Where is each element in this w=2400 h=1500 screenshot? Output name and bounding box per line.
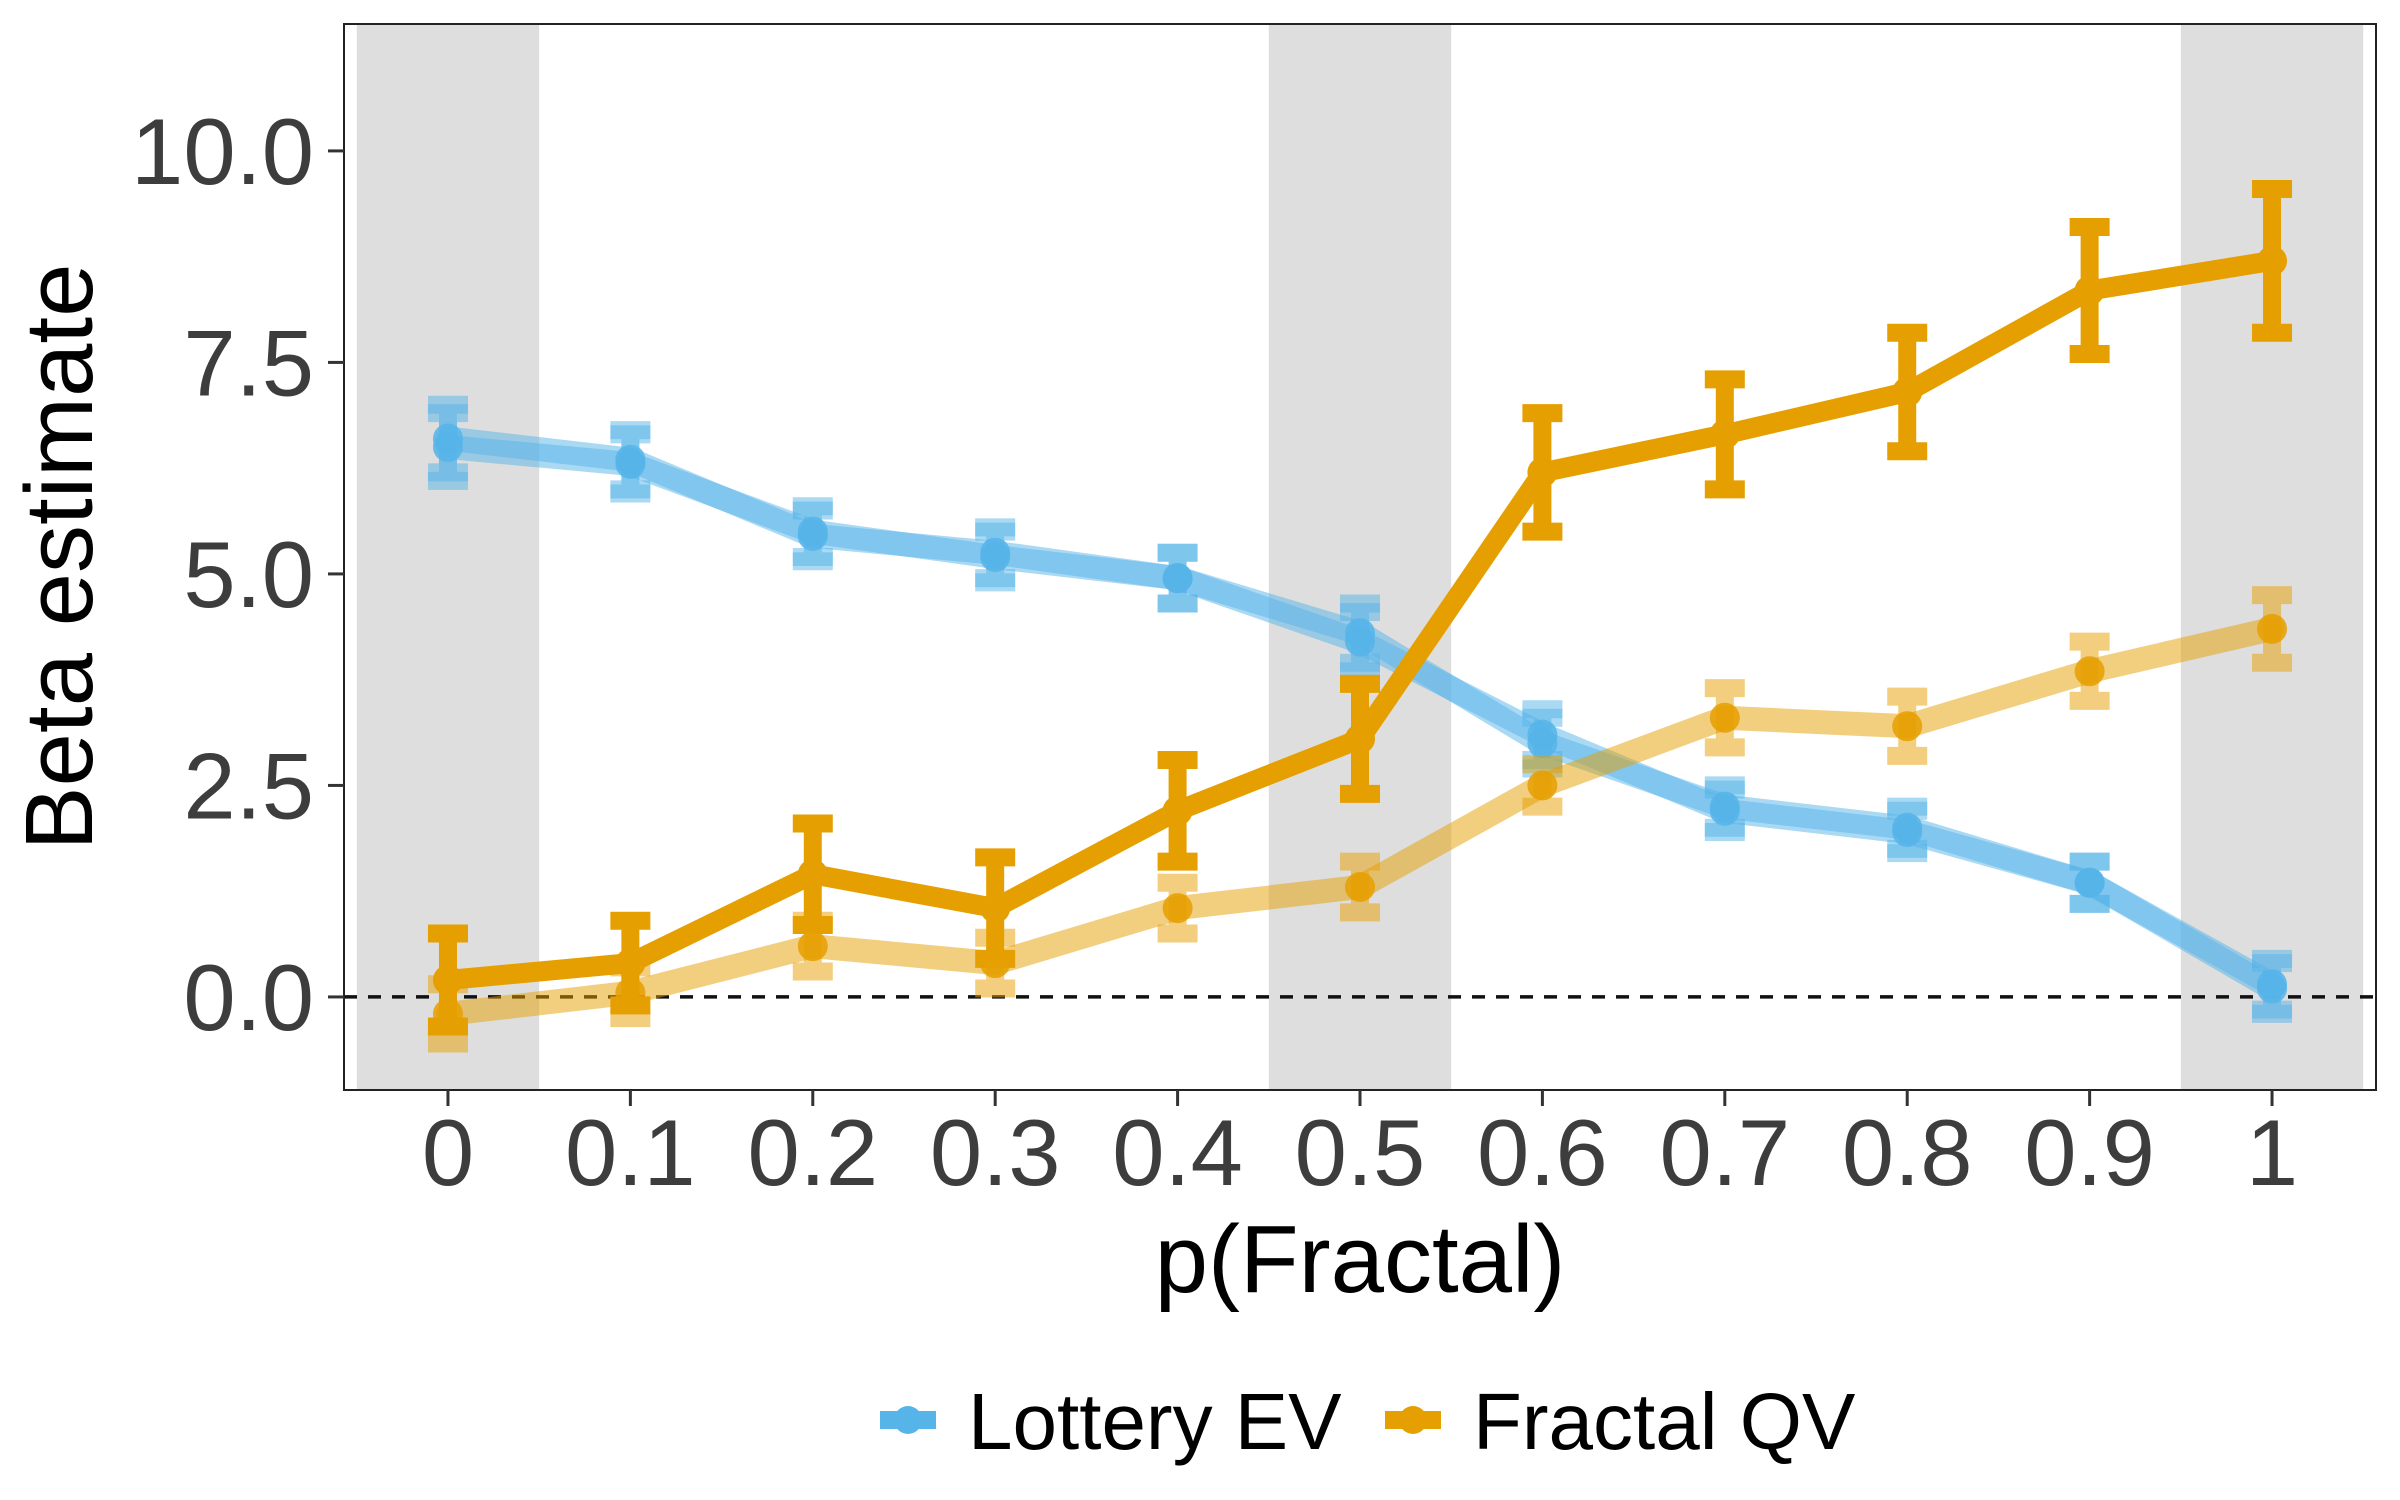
data-point — [615, 444, 646, 475]
y-axis-title: Beta estimate — [6, 264, 113, 851]
legend: Lottery EV Fractal QV — [880, 1377, 1856, 1466]
data-point — [432, 965, 463, 996]
data-point — [797, 931, 828, 962]
series-layer — [427, 179, 2293, 1053]
series-fractal-strong-3 — [427, 179, 2293, 1036]
data-point — [2074, 867, 2105, 898]
x-tick-label: 0.5 — [1295, 1100, 1426, 1205]
data-point — [2074, 275, 2105, 306]
data-point — [797, 859, 828, 890]
data-point — [2257, 245, 2288, 276]
legend-item-1: Fractal QV — [1385, 1377, 1856, 1466]
data-point — [1709, 419, 1740, 450]
x-tick-label: 1 — [2246, 1100, 2298, 1205]
y-tick-label: 2.5 — [183, 733, 314, 838]
x-axis: 0 0.1 0.2 0.3 0.4 0.5 0.6 0.7 0.8 0.9 1 — [422, 1090, 2298, 1205]
data-point — [1527, 719, 1558, 750]
data-point — [1162, 563, 1193, 594]
data-point — [980, 893, 1011, 924]
legend-key-point — [894, 1406, 922, 1434]
legend-key-point — [1399, 1406, 1427, 1434]
legend-label: Lottery EV — [968, 1377, 1342, 1466]
y-tick-label: 7.5 — [183, 310, 314, 415]
x-tick-label: 0 — [422, 1100, 474, 1205]
data-point — [615, 948, 646, 979]
data-point — [1162, 795, 1193, 826]
y-axis: 0.0 2.5 5.0 7.5 10.0 — [131, 99, 344, 1050]
data-point — [432, 423, 463, 454]
x-tick-label: 0.4 — [1112, 1100, 1243, 1205]
data-point — [1709, 795, 1740, 826]
data-point — [1709, 702, 1740, 733]
y-tick-label: 0.0 — [183, 945, 314, 1050]
highlight-band-0 — [356, 24, 540, 1090]
x-tick-label: 0.3 — [930, 1100, 1061, 1205]
x-tick-label: 0.7 — [1659, 1100, 1790, 1205]
data-point — [1527, 770, 1558, 801]
x-tick-label: 0.1 — [565, 1100, 696, 1205]
series-lottery-light-1 — [427, 395, 2293, 1019]
y-tick-label: 5.0 — [183, 522, 314, 627]
data-point — [797, 520, 828, 551]
data-point — [1892, 816, 1923, 847]
data-point — [1527, 457, 1558, 488]
highlight-bands — [356, 24, 2364, 1090]
y-tick-label: 10.0 — [131, 99, 314, 204]
data-point — [1345, 723, 1375, 754]
highlight-band-1 — [1268, 24, 1452, 1090]
x-tick-label: 0.2 — [747, 1100, 878, 1205]
x-tick-label: 0.9 — [2024, 1100, 2155, 1205]
data-point — [2074, 656, 2105, 687]
data-point — [1345, 626, 1375, 657]
data-point — [1892, 711, 1923, 742]
data-point — [2257, 613, 2288, 644]
legend-item-0: Lottery EV — [880, 1377, 1342, 1466]
data-point — [1345, 871, 1375, 902]
x-tick-label: 0.6 — [1477, 1100, 1608, 1205]
data-point — [980, 537, 1011, 568]
x-axis-title: p(Fractal) — [1155, 1206, 1566, 1313]
data-point — [1892, 377, 1923, 408]
x-tick-label: 0.8 — [1842, 1100, 1973, 1205]
data-point — [1162, 893, 1193, 924]
data-point — [2257, 969, 2288, 1000]
legend-label: Fractal QV — [1473, 1377, 1856, 1466]
